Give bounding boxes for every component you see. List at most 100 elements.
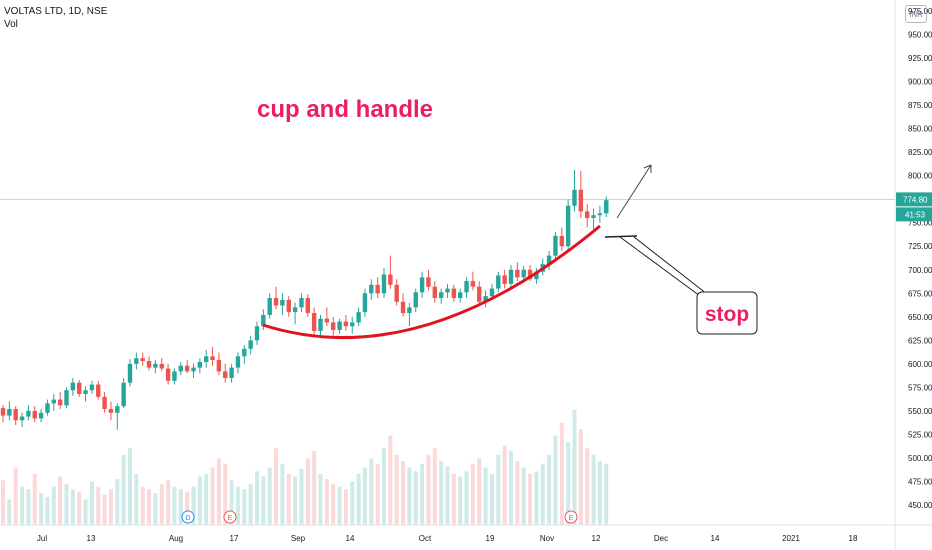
volume-bar (191, 486, 196, 525)
volume-bar (261, 476, 266, 525)
candle (38, 409, 44, 423)
candle (0, 405, 6, 423)
candle (70, 377, 76, 396)
volume-bar (108, 489, 113, 525)
volume-bar (489, 473, 494, 525)
candle (96, 380, 101, 400)
stop-callout[interactable]: stop (696, 291, 758, 335)
candle (108, 401, 114, 421)
candle (464, 277, 469, 298)
event-marker-icon[interactable]: E (223, 510, 237, 524)
candle (356, 307, 361, 327)
volume-bar (45, 496, 50, 525)
volume-bar (20, 486, 25, 525)
y-tick-label: 750.00 (908, 219, 932, 228)
candle (83, 386, 88, 402)
volume-bar (585, 448, 590, 525)
candle (394, 279, 399, 306)
x-tick-label: Jul (37, 534, 47, 543)
candle (191, 363, 196, 378)
volume-bar (102, 494, 107, 525)
candle (496, 271, 501, 293)
currency-badge[interactable]: INR (905, 5, 927, 23)
candle (565, 199, 571, 251)
candle (77, 379, 82, 397)
symbol-title: VOLTAS LTD, 1D, NSE (4, 6, 108, 17)
volume-bar (128, 448, 132, 525)
candle (407, 302, 412, 327)
candle (204, 349, 209, 368)
volume-bar (96, 486, 101, 525)
candle (26, 405, 31, 421)
x-tick-label: 19 (486, 534, 495, 543)
volume-bar (401, 461, 406, 525)
volume-bar (185, 491, 190, 525)
volume-bar (509, 450, 513, 525)
volume-bar (413, 471, 418, 525)
volume-bar (140, 486, 145, 525)
event-marker-icon[interactable]: D (181, 510, 195, 524)
volume-bar (553, 435, 558, 525)
volume-bar (337, 486, 342, 525)
y-tick-label: 850.00 (908, 125, 932, 134)
candle (121, 377, 126, 409)
candle (604, 196, 609, 218)
stop-level-line[interactable] (604, 235, 638, 238)
svg-text:D: D (185, 515, 190, 522)
volume-bar (394, 454, 399, 525)
candle (115, 403, 120, 430)
candle (591, 208, 596, 231)
y-tick-label: 500.00 (908, 454, 932, 463)
volume-bar (204, 473, 209, 525)
volume-bar (343, 489, 348, 525)
y-tick-label: 825.00 (908, 148, 932, 157)
volume-bar (248, 484, 253, 525)
cup-curve[interactable] (262, 224, 601, 340)
candle (286, 296, 291, 317)
last-price-text: 774.80 (903, 195, 928, 204)
volume-bar (356, 473, 361, 525)
candle (280, 293, 285, 315)
volume-bar (464, 471, 469, 525)
volume-bar (280, 463, 285, 525)
candle (45, 399, 50, 416)
x-tick-label: Sep (291, 534, 306, 543)
y-tick-label: 875.00 (908, 101, 932, 110)
volume-bar (89, 481, 94, 525)
svg-text:E: E (228, 515, 233, 522)
candle (426, 269, 431, 291)
volume-bar (172, 486, 177, 525)
volume-bar (147, 489, 152, 525)
volume-bar (572, 410, 577, 525)
candle (546, 250, 552, 270)
volume-bar (299, 468, 304, 525)
event-marker-icon[interactable]: E (564, 510, 578, 524)
volume-bar (115, 479, 120, 525)
volume-bar (528, 473, 533, 525)
candle (51, 393, 56, 411)
candles (0, 170, 609, 430)
x-tick-label: Dec (654, 534, 668, 543)
volume-bar (597, 461, 602, 525)
volume-bar (58, 476, 63, 525)
breakout-arrow[interactable] (616, 164, 652, 219)
x-tick-label: 2021 (782, 534, 800, 543)
candle (318, 314, 323, 336)
stop-label: stop (705, 303, 749, 326)
volume-bar (559, 422, 564, 525)
candle (400, 293, 406, 317)
candle (597, 205, 603, 223)
candle (350, 316, 355, 334)
volume-bar (70, 489, 75, 525)
candle (127, 359, 133, 387)
candle (248, 335, 253, 355)
candle (343, 314, 349, 331)
candle (57, 392, 63, 410)
volume-bar (388, 435, 393, 525)
candle (254, 321, 260, 346)
volume-bar (547, 454, 552, 525)
candle (502, 269, 507, 289)
countdown-text: 41:53 (905, 210, 926, 219)
y-tick-label: 550.00 (908, 407, 932, 416)
